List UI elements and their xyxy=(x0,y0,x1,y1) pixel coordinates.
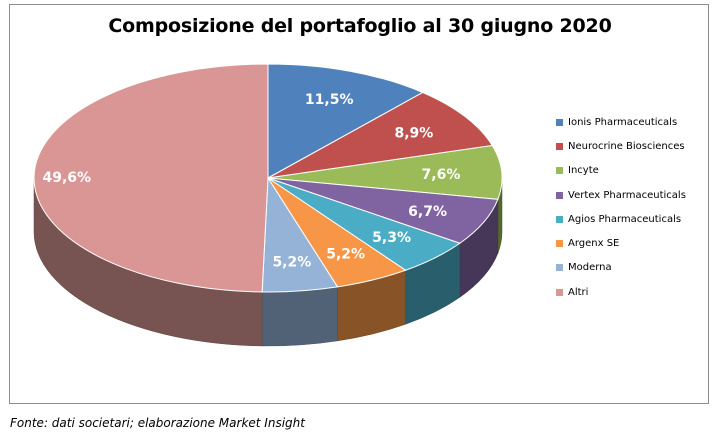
legend-label: Argenx SE xyxy=(568,238,620,250)
legend-swatch xyxy=(556,167,563,175)
chart-title: Composizione del portafoglio al 30 giugn… xyxy=(108,15,612,37)
pie-side-7 xyxy=(261,286,338,347)
legend-label: Neurocrine Biosciences xyxy=(568,140,685,152)
legend-label: Vertex Pharmaceuticals xyxy=(568,189,686,201)
data-label-4: 6,7% xyxy=(408,204,447,220)
legend-label: Altri xyxy=(568,286,589,298)
pie-slice-8 xyxy=(33,63,269,293)
source-note: Fonte: dati societari; elaborazione Mark… xyxy=(10,416,305,430)
legend-item: Neurocrine Biosciences xyxy=(556,134,686,158)
legend-item: Vertex Pharmaceuticals xyxy=(556,183,686,207)
data-label-5: 5,3% xyxy=(372,230,411,246)
legend-label: Moderna xyxy=(568,262,612,274)
legend-item: Incyte xyxy=(556,159,686,183)
data-label-1: 11,5% xyxy=(305,92,354,108)
chart-legend: Ionis Pharmaceuticals Neurocrine Bioscien… xyxy=(556,110,686,304)
pie-top-faces xyxy=(33,63,503,293)
legend-swatch xyxy=(556,264,563,272)
pie-slice-3 xyxy=(267,144,503,200)
legend-item: Ionis Pharmaceuticals xyxy=(556,110,686,134)
legend-swatch xyxy=(556,118,563,126)
legend-item: Agios Pharmaceuticals xyxy=(556,207,686,231)
data-label-2: 8,9% xyxy=(394,126,433,142)
data-label-7: 5,2% xyxy=(272,255,311,271)
pie-slice-1 xyxy=(267,63,424,179)
legend-item: Argenx SE xyxy=(556,231,686,255)
legend-swatch xyxy=(556,142,563,150)
data-label-3: 7,6% xyxy=(422,167,461,183)
legend-swatch xyxy=(556,191,563,199)
pie-slice-2 xyxy=(267,91,494,179)
legend-item: Moderna xyxy=(556,256,686,280)
data-label-8: 49,6% xyxy=(42,170,91,186)
pie-side-walls xyxy=(33,177,503,347)
legend-swatch xyxy=(556,240,563,248)
legend-swatch xyxy=(556,288,563,296)
legend-label: Incyte xyxy=(568,165,599,177)
pie-data-labels: 11,5% 8,9% 7,6% 6,7% 5,3% 5,2% 5,2% 49,6% xyxy=(42,92,460,270)
legend-label: Agios Pharmaceuticals xyxy=(568,213,682,225)
legend-item: Altri xyxy=(556,280,686,304)
data-label-6: 5,2% xyxy=(326,246,365,262)
legend-swatch xyxy=(556,215,563,223)
legend-label: Ionis Pharmaceuticals xyxy=(568,116,678,128)
